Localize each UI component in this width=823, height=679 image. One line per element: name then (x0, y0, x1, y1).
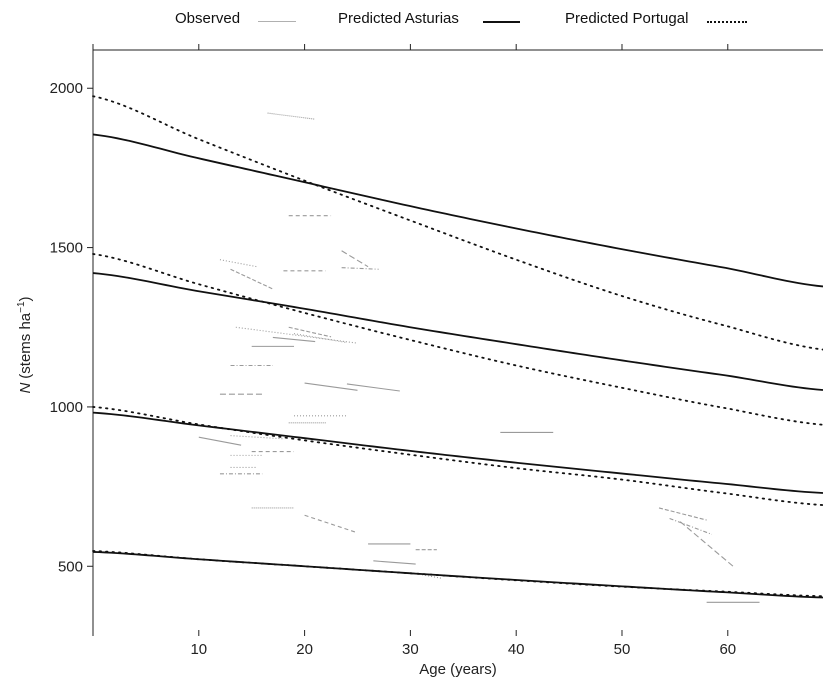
observed-segment-32 (658, 507, 707, 521)
y-axis-label-unit-close: ) (17, 296, 34, 301)
x-axis: 10 20 30 40 50 60 (92, 44, 736, 658)
legend: Observed Predicted Asturias Predicted Po… (0, 10, 823, 32)
observed-segment-3 (219, 259, 258, 268)
predicted-portugal-curve-2 (92, 253, 823, 426)
legend-swatch-predicted-asturias (483, 21, 520, 23)
legend-swatch-observed (258, 21, 296, 22)
legend-label-predicted-portugal: Predicted Portugal (565, 10, 689, 27)
observed-segment-9 (288, 326, 332, 338)
x-tick-label-20: 20 (296, 641, 313, 658)
observed-segment-1 (267, 112, 316, 120)
observed-segment-6 (341, 250, 369, 268)
observed-segment-27 (304, 514, 358, 534)
predicted-asturias-series (92, 133, 823, 599)
plot-frame (92, 49, 823, 630)
legend-label-predicted-asturias: Predicted Asturias (338, 10, 459, 27)
legend-label-observed: Observed (175, 10, 241, 27)
y-axis-label-symbol: N (17, 383, 34, 394)
observed-segment-19 (198, 436, 242, 446)
observed-segment-14 (304, 382, 358, 391)
x-tick-label-30: 30 (402, 641, 419, 658)
predicted-asturias-curve-1 (92, 133, 823, 288)
x-tick-label-50: 50 (614, 641, 631, 658)
predicted-portugal-curve-1 (92, 95, 823, 351)
y-axis-label-unit-exponent: −1 (16, 301, 27, 313)
observed-segment-30 (373, 560, 416, 565)
y-axis: 500 1000 1500 2000 (50, 80, 93, 575)
x-tick-label-60: 60 (719, 641, 736, 658)
y-tick-label-1500: 1500 (50, 240, 83, 257)
observed-segment-20 (230, 435, 284, 440)
observed-segment-4 (230, 268, 274, 290)
predicted-asturias-curve-4 (92, 551, 823, 599)
predicted-asturias-curve-3 (92, 411, 823, 494)
predicted-portugal-curve-4 (92, 550, 823, 598)
x-tick-label-10: 10 (190, 641, 207, 658)
y-tick-label-2000: 2000 (50, 80, 83, 97)
y-axis-label: N (stems ha−1) (16, 296, 34, 393)
legend-swatch-predicted-portugal (707, 21, 747, 23)
predicted-portugal-series (92, 95, 823, 598)
y-axis-label-unit: (stems ha (17, 312, 34, 379)
observed-segment-8 (235, 326, 358, 344)
observed-segment-7 (341, 267, 379, 270)
observed-segment-15 (346, 383, 400, 392)
predicted-asturias-curve-2 (92, 272, 823, 391)
y-tick-label-500: 500 (58, 558, 83, 575)
observed-series (198, 112, 760, 603)
observed-segment-11 (272, 336, 316, 343)
y-tick-label-1000: 1000 (50, 399, 83, 416)
x-axis-label: Age (years) (419, 661, 497, 678)
observed-segment-33 (669, 517, 713, 535)
observed-segment-34 (679, 521, 734, 567)
x-tick-label-40: 40 (508, 641, 525, 658)
